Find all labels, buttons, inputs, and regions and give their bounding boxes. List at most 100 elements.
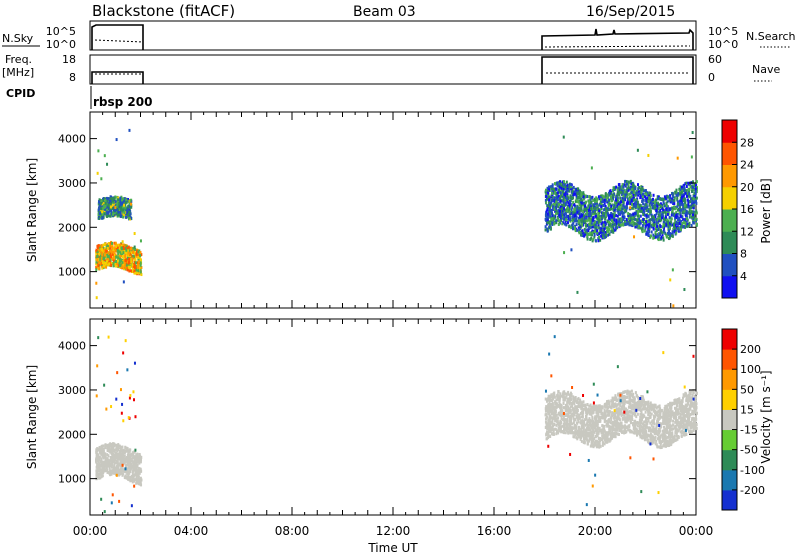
velocity-cell <box>692 412 695 416</box>
power-cell <box>620 190 623 194</box>
velocity-cell <box>108 446 111 450</box>
velocity-cell <box>611 411 614 415</box>
power-cell <box>567 206 570 210</box>
power-cell <box>610 229 613 233</box>
power-cell <box>683 189 686 193</box>
power-cell <box>680 185 683 189</box>
power-cell <box>604 195 607 199</box>
power-cell <box>695 199 698 203</box>
power-cell <box>681 195 684 199</box>
velocity-cell <box>123 459 126 463</box>
power-cell <box>117 243 120 247</box>
power-cell <box>632 223 635 227</box>
power-cell <box>647 200 650 204</box>
velocity-cell <box>695 423 698 427</box>
power-cell <box>135 252 138 256</box>
power-cell <box>630 182 633 186</box>
velocity-cell <box>132 474 135 478</box>
power-cell <box>546 229 549 233</box>
velocity-cell <box>680 403 683 407</box>
power-cell <box>587 226 590 230</box>
power-cell <box>607 220 610 224</box>
power-cell <box>571 227 574 231</box>
power-cell <box>102 245 105 249</box>
power-cell <box>582 211 585 215</box>
power-cell <box>678 202 681 206</box>
power-cell <box>99 254 102 258</box>
power-cell <box>97 248 100 252</box>
power-cell <box>633 198 636 202</box>
power-cell <box>633 188 636 192</box>
power-cell <box>575 187 578 191</box>
power-cell <box>133 261 136 265</box>
power-cell <box>610 225 613 229</box>
power-cell <box>624 179 627 183</box>
velocity-cell <box>594 440 597 444</box>
velocity-cell <box>581 403 584 407</box>
power-cell <box>645 220 648 224</box>
power-cell <box>673 224 676 228</box>
power-cell <box>684 222 687 226</box>
power-cell <box>692 210 695 214</box>
power-cell <box>122 208 125 212</box>
power-cell <box>109 256 112 260</box>
power-cell <box>554 215 557 219</box>
power-cell <box>622 211 625 215</box>
power-cell <box>679 196 682 200</box>
velocity-cell <box>623 399 626 403</box>
power-cell <box>685 205 688 209</box>
power-cell <box>117 198 120 202</box>
power-cell <box>125 248 128 252</box>
nsky-noise-right <box>544 45 691 48</box>
velocity-cell <box>96 468 99 472</box>
power-cell <box>602 204 605 208</box>
power-cell <box>101 205 104 209</box>
power-cell <box>624 220 627 224</box>
velocity-cell <box>120 448 123 452</box>
power-cell <box>641 192 644 196</box>
power-cell <box>578 196 581 200</box>
power-cell <box>659 202 662 206</box>
velocity-cell <box>116 453 119 457</box>
power-cell <box>116 246 119 250</box>
power-cell <box>136 261 139 265</box>
power-cell <box>558 209 561 213</box>
power-cell <box>597 239 600 243</box>
power-cell <box>114 241 117 245</box>
velocity-cell <box>653 422 656 426</box>
power-cell <box>646 205 649 209</box>
power-cell <box>98 261 101 265</box>
power-cell <box>617 219 620 223</box>
power-cell <box>654 230 657 234</box>
power-cell <box>108 207 111 211</box>
power-cell <box>615 198 618 202</box>
power-cell <box>603 198 606 202</box>
power-cell <box>100 210 103 214</box>
velocity-cell <box>101 474 104 478</box>
power-cell <box>577 195 580 199</box>
power-cell <box>695 180 698 184</box>
power-cell <box>595 208 598 212</box>
power-cell <box>641 219 644 223</box>
power-cell <box>572 196 575 200</box>
power-cell <box>656 204 659 208</box>
power-cell <box>598 218 601 222</box>
power-cell <box>106 162 109 166</box>
power-cell <box>674 207 677 211</box>
power-cell <box>120 212 123 216</box>
power-cell <box>544 225 547 229</box>
power-cell <box>603 208 606 212</box>
power-cell <box>598 203 601 207</box>
velocity-cell <box>97 467 100 471</box>
power-cell <box>550 195 553 199</box>
power-scatter-layer <box>95 128 698 308</box>
power-cell <box>573 225 576 229</box>
power-cell <box>628 197 631 201</box>
power-cell <box>109 214 112 218</box>
power-cell <box>588 217 591 221</box>
power-cell <box>548 225 551 229</box>
power-cell <box>580 194 583 198</box>
power-cell <box>591 225 594 229</box>
